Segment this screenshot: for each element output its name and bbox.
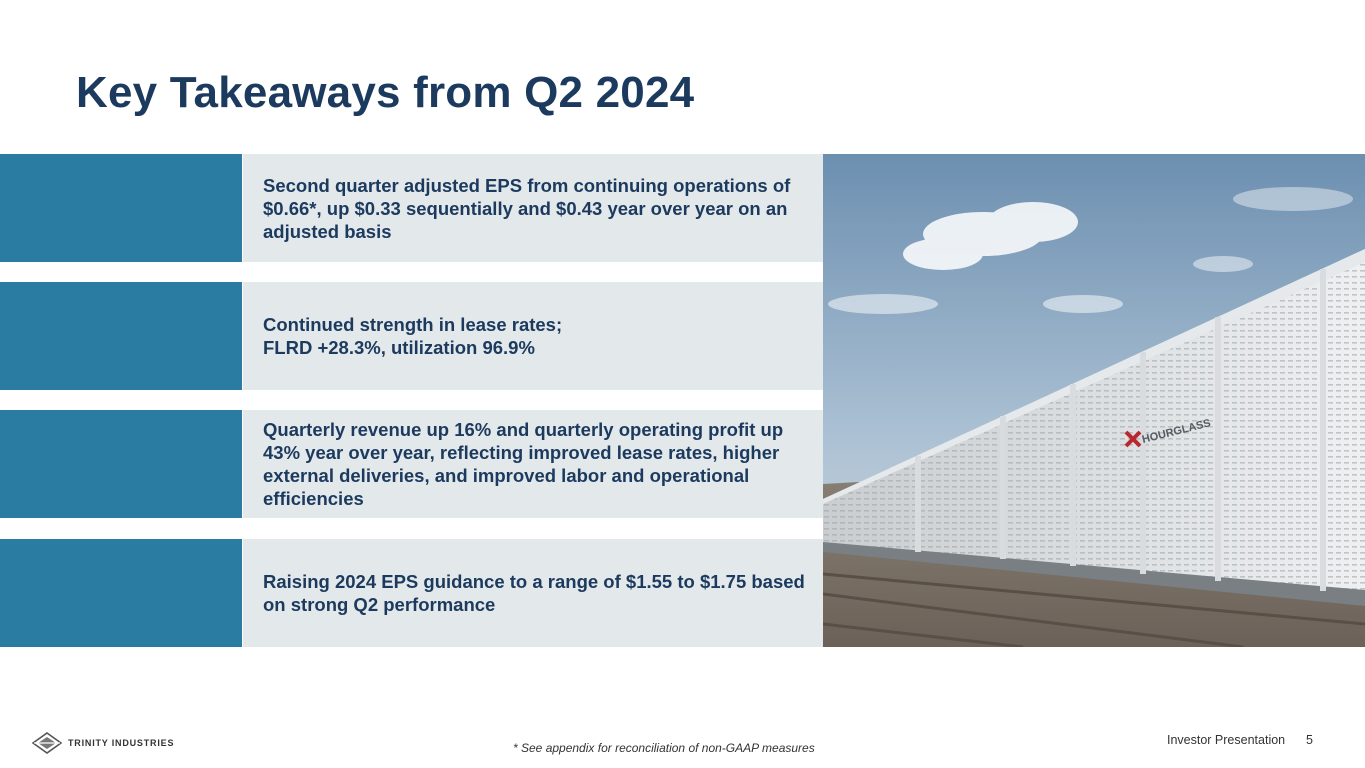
takeaway-row-4: Raising 2024 EPS guidance to a range of … xyxy=(0,539,823,647)
takeaway-panel: Second quarter adjusted EPS from continu… xyxy=(243,154,823,262)
accent-bar xyxy=(0,282,242,390)
takeaway-text: Continued strength in lease rates; FLRD … xyxy=(263,313,813,359)
takeaway-text: Second quarter adjusted EPS from continu… xyxy=(263,174,791,242)
accent-bar xyxy=(0,410,242,518)
takeaway-row-1: Second quarter adjusted EPS from continu… xyxy=(0,154,823,262)
takeaway-line: Continued strength in lease rates; xyxy=(263,314,563,335)
page-number: 5 xyxy=(1306,733,1313,747)
railcar-illustration: HOURGLASS xyxy=(823,154,1365,647)
trinity-logo-icon xyxy=(32,732,62,754)
railcar-photo: HOURGLASS xyxy=(823,154,1365,647)
page-title: Key Takeaways from Q2 2024 xyxy=(76,68,695,117)
takeaway-text: Quarterly revenue up 16% and quarterly o… xyxy=(263,419,784,509)
railcar-posts xyxy=(915,269,1326,591)
takeaway-row-3: Quarterly revenue up 16% and quarterly o… xyxy=(0,410,823,518)
footer-label: Investor Presentation xyxy=(1167,733,1286,747)
takeaway-panel: Continued strength in lease rates; FLRD … xyxy=(243,282,823,390)
takeaway-row-2: Continued strength in lease rates; FLRD … xyxy=(0,282,823,390)
takeaway-panel: Raising 2024 EPS guidance to a range of … xyxy=(243,539,823,647)
clouds xyxy=(828,187,1353,314)
accent-bar xyxy=(0,154,242,262)
logo-text: TRINITY INDUSTRIES xyxy=(68,738,175,748)
accent-bar xyxy=(0,539,242,647)
takeaway-text: Raising 2024 EPS guidance to a range of … xyxy=(263,571,805,615)
footnote: * See appendix for reconciliation of non… xyxy=(513,741,815,755)
takeaway-panel: Quarterly revenue up 16% and quarterly o… xyxy=(243,410,823,518)
takeaway-line: FLRD +28.3%, utilization 96.9% xyxy=(263,337,535,358)
rail-tracks xyxy=(823,572,1365,647)
trinity-logo: TRINITY INDUSTRIES xyxy=(32,732,174,754)
